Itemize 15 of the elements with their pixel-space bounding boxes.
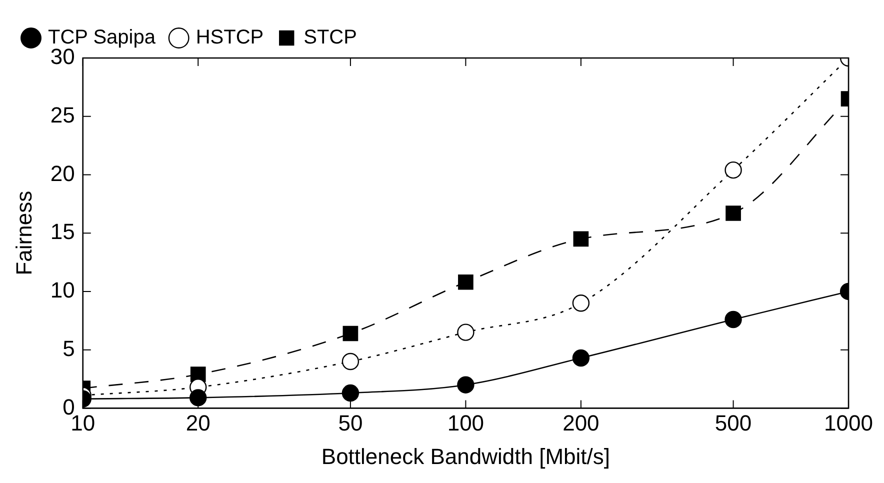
y-axis-title: Fairness (11, 190, 36, 276)
y-tick-label: 25 (50, 102, 75, 128)
x-tick-label: 200 (562, 410, 600, 436)
x-tick-label: 50 (338, 410, 363, 436)
y-tick-label: 5 (62, 336, 75, 361)
legend-label: HSTCP (196, 26, 264, 49)
x-tick-label: 20 (186, 410, 210, 436)
x-tick-label: 1000 (824, 410, 874, 436)
x-tick-label: 100 (447, 410, 484, 436)
y-tick-label: 15 (50, 219, 75, 244)
x-tick-label: 500 (714, 410, 752, 436)
x-axis-title: Bottleneck Bandwidth [Mbit/s] (321, 444, 610, 469)
legend-label: STCP (304, 26, 357, 49)
y-tick-label: 10 (50, 278, 75, 303)
y-tick-label: 20 (50, 160, 75, 186)
